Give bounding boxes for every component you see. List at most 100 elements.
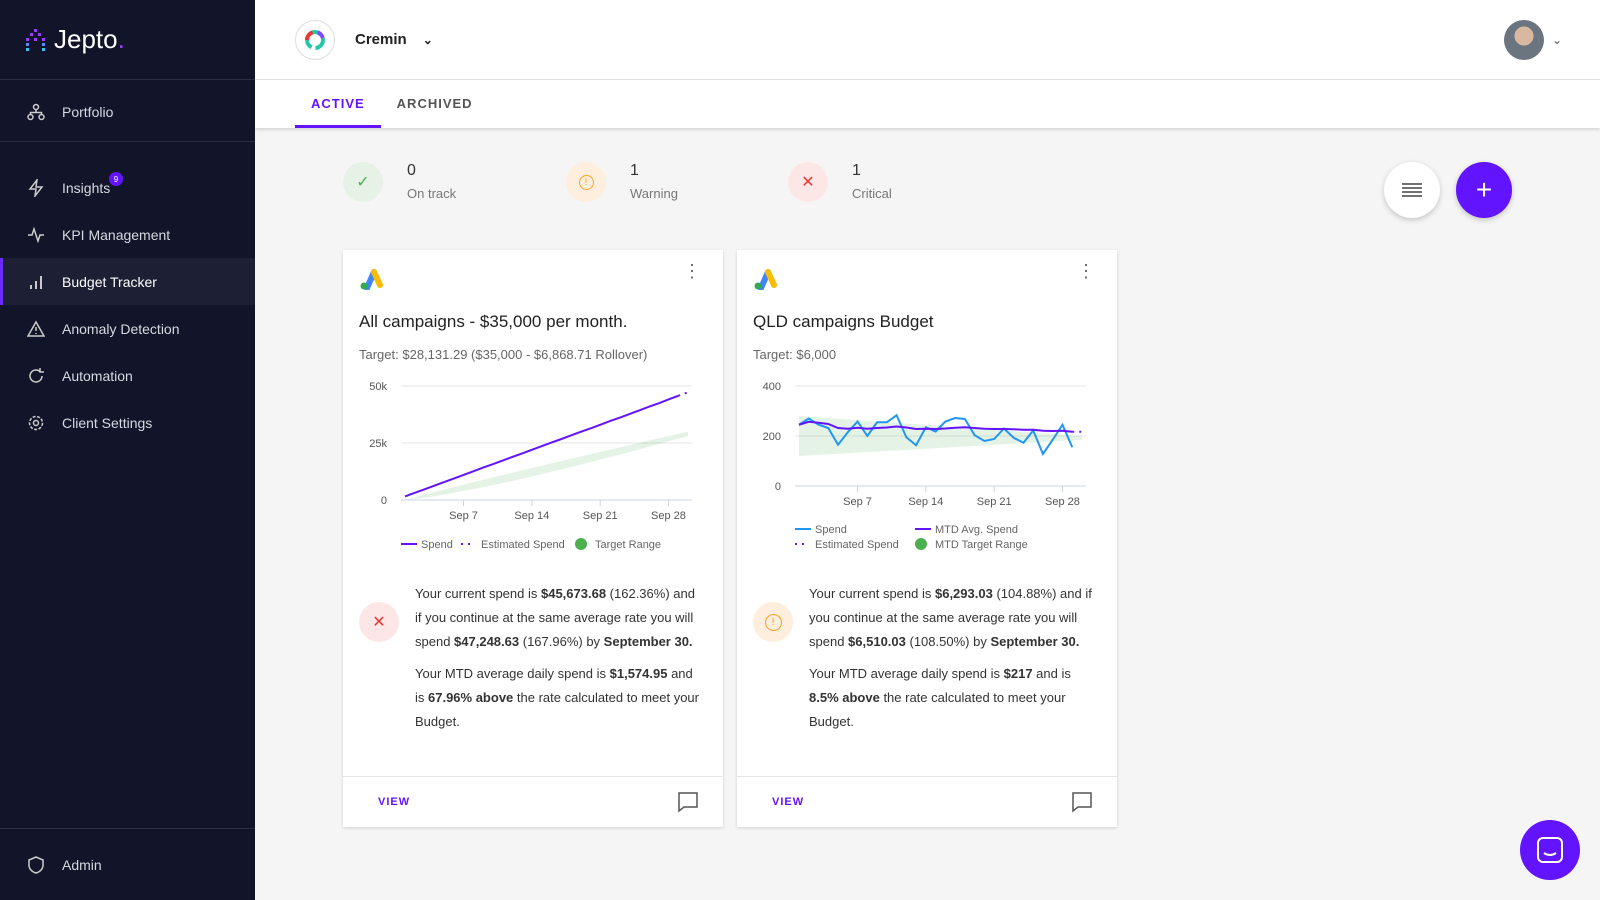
refresh-icon (27, 367, 45, 385)
y-tick-label: 400 (763, 381, 781, 393)
budget-card: ⋮ QLD campaigns Budget Target: $6,000 ! … (737, 250, 1117, 827)
sidebar-item-anomaly-detection[interactable]: Anomaly Detection (0, 305, 255, 352)
card-title: All campaigns - $35,000 per month. (359, 312, 628, 331)
sidebar-item-label: Portfolio (62, 103, 114, 120)
card-title: QLD campaigns Budget (753, 312, 934, 331)
chat-launcher-button[interactable] (1520, 820, 1580, 880)
plus-icon: + (1475, 174, 1493, 205)
x-tick-label: Sep 28 (1045, 496, 1080, 508)
x-tick-label: Sep 21 (583, 510, 618, 522)
bold-text: 67.96% above (428, 690, 514, 705)
text: the rate calculated to meet your Budget. (415, 690, 699, 729)
sidebar-item-budget-tracker[interactable]: Budget Tracker (0, 258, 255, 305)
close-icon: ✕ (788, 162, 828, 202)
target-range-band (799, 416, 1082, 456)
sidebar-item-automation[interactable]: Automation (0, 352, 255, 399)
sidebar-item-kpi-management[interactable]: KPI Management (0, 211, 255, 258)
bold-text: $45,673.68 (540, 586, 607, 601)
text: (108.50%) by (905, 634, 991, 649)
bold-text: $6,510.03 (848, 634, 906, 649)
client-selector[interactable]: Cremin ⌄ (355, 31, 433, 48)
spend-projection: Your current spend is $6,293.03 (104.88%… (809, 582, 1099, 654)
sidebar-item-admin[interactable]: Admin (0, 841, 255, 888)
legend-swatch (575, 538, 587, 550)
budget-chart: 0 25k 50k Sep 7 Sep 14 Sep 21 Sep 28 Spend Estim… (369, 381, 692, 551)
budget-chart: 0 200 400 Sep 7 Sep 14 Sep 21 Sep 28 Spend MTD A… (763, 381, 1086, 551)
legend-label: Estimated Spend (815, 539, 899, 551)
sidebar-item-label: KPI Management (62, 226, 171, 243)
view-button[interactable]: VIEW (378, 796, 411, 808)
bold-text: $217 (1003, 666, 1033, 681)
add-budget-button[interactable]: + (1456, 162, 1512, 218)
stat-value: 1 (630, 162, 639, 179)
x-tick-label: Sep 28 (651, 510, 686, 522)
x-tick-label: Sep 7 (843, 496, 872, 508)
y-tick-label: 25k (369, 438, 387, 450)
sidebar-item-client-settings[interactable]: Client Settings (0, 399, 255, 446)
y-tick-label: 200 (763, 431, 781, 443)
text: and is (1032, 666, 1071, 681)
daily-spend-summary: Your MTD average daily spend is $217 and… (809, 662, 1099, 734)
comment-icon[interactable] (1071, 791, 1093, 813)
legend-label: MTD Avg. Spend (935, 524, 1018, 536)
stat-label: Critical (852, 186, 892, 201)
estimated-spend-line (677, 391, 689, 397)
sidebar-item-insights[interactable]: Insights 9 (0, 164, 255, 211)
target-range-band (405, 431, 688, 500)
card-footer: VIEW (343, 776, 723, 827)
client-name: Cremin (355, 31, 407, 48)
chevron-down-icon: ⌄ (422, 32, 433, 47)
legend-swatch (915, 538, 927, 550)
spend-line (798, 413, 1074, 457)
text: (167.96%) by (519, 634, 604, 649)
brand-dot: . (117, 24, 125, 54)
bold-text: 8.5% above (809, 690, 880, 705)
chat-icon (1537, 837, 1563, 863)
bar-chart-icon (27, 273, 45, 291)
x-tick-label: Sep 14 (514, 510, 549, 522)
user-menu[interactable]: ⌄ (1503, 20, 1562, 60)
pulse-icon (27, 226, 45, 244)
sidebar-item-label: Insights (62, 179, 111, 196)
x-tick-label: Sep 7 (449, 510, 478, 522)
brand-name: Jepto (54, 24, 118, 54)
warning-triangle-icon (27, 319, 45, 338)
bold-text: $47,248.63 (454, 634, 520, 649)
view-button[interactable]: VIEW (772, 796, 805, 808)
google-ads-icon (754, 269, 777, 290)
bold-text: September 30. (990, 634, 1080, 649)
text: the rate calculated to meet your Budget. (809, 690, 1066, 729)
comment-icon[interactable] (677, 791, 699, 813)
sidebar-item-label: Admin (62, 856, 102, 873)
tab-archived[interactable]: ARCHIVED (396, 96, 473, 111)
text: Your MTD average daily spend is (809, 666, 1004, 681)
brand-logo[interactable]: Jepto. (0, 0, 255, 80)
y-tick-label: 0 (775, 481, 781, 493)
gear-icon (27, 414, 45, 432)
stat-label: On track (407, 186, 457, 201)
bold-text: $1,574.95 (609, 666, 668, 681)
legend-label: Spend (815, 524, 847, 536)
x-tick-label: Sep 14 (908, 496, 943, 508)
top-bar: Cremin ⌄ ⌄ (255, 0, 1600, 80)
google-ads-icon (360, 269, 383, 290)
more-options-icon[interactable]: ⋮ (1077, 261, 1095, 281)
list-view-button[interactable] (1384, 162, 1440, 218)
lightning-icon (27, 178, 45, 197)
jepto-logo-icon (26, 28, 45, 51)
text: Your current spend is (415, 586, 541, 601)
warning-circle-icon: ! (566, 162, 606, 202)
more-options-icon[interactable]: ⋮ (683, 261, 701, 281)
tab-bar: ACTIVE ARCHIVED (255, 80, 1600, 128)
stat-label: Warning (630, 186, 678, 201)
y-tick-label: 0 (381, 495, 387, 507)
tab-active[interactable]: ACTIVE (295, 80, 381, 128)
card-target: Target: $28,131.29 ($35,000 - $6,868.71 … (359, 347, 648, 362)
card-message: Your current spend is $45,673.68 (162.36… (415, 582, 705, 742)
check-icon: ✓ (343, 162, 383, 202)
sidebar-item-portfolio[interactable]: Portfolio (0, 88, 255, 135)
stat-value: 1 (852, 162, 861, 179)
card-footer: VIEW (737, 776, 1117, 827)
stat-warning: ! 1 Warning (566, 162, 678, 202)
mtd-avg-spend-line (798, 420, 1073, 433)
